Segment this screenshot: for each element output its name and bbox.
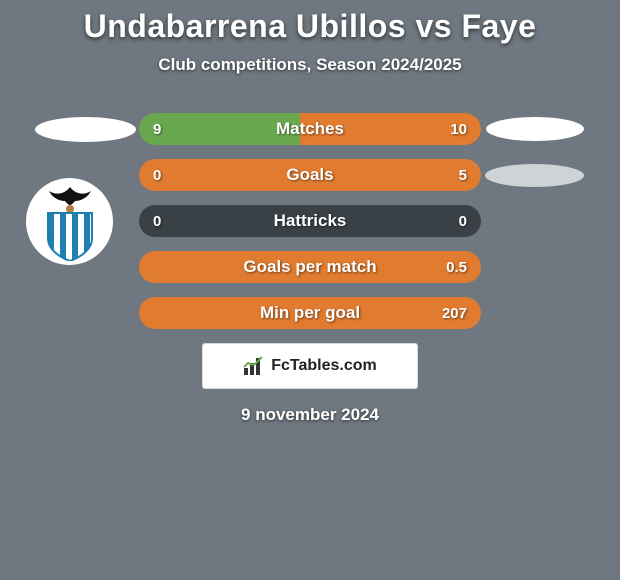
stat-right-value: 10 [450,121,467,138]
ellipse-icon [486,117,584,141]
spacer [32,251,139,283]
stat-label: Matches [276,119,344,139]
spacer [32,205,139,237]
stat-right-value: 207 [442,305,467,322]
stat-label: Goals [286,165,333,185]
stat-right-value: 0.5 [446,259,467,276]
table-row: Min per goal 207 [0,297,620,329]
stat-right-value: 0 [459,213,467,230]
spacer [32,297,139,329]
stat-right-value: 5 [459,167,467,184]
table-row: 9 Matches 10 [0,113,620,145]
ellipse-icon [485,164,584,187]
date-label: 9 november 2024 [0,405,620,425]
stat-left-value: 9 [153,121,161,138]
spacer [32,159,139,191]
brand-text: FcTables.com [271,357,377,375]
ellipse-icon [35,117,136,142]
stat-pill: Goals per match 0.5 [139,251,481,283]
right-ellipse-slot [481,113,588,145]
brand-box: FcTables.com [202,343,418,389]
left-ellipse-slot [32,113,139,145]
table-row: Goals per match 0.5 [0,251,620,283]
page: Undabarrena Ubillos vs Faye Club competi… [0,0,620,580]
stat-left-value: 0 [153,213,161,230]
stat-pill: 0 Goals 5 [139,159,481,191]
page-title: Undabarrena Ubillos vs Faye [0,8,620,45]
spacer [481,205,588,237]
spacer [481,251,588,283]
stat-left-value: 0 [153,167,161,184]
right-ellipse-slot [481,159,588,191]
stat-label: Hattricks [274,211,347,231]
page-subtitle: Club competitions, Season 2024/2025 [0,55,620,75]
stat-pill: 0 Hattricks 0 [139,205,481,237]
stat-pill: Min per goal 207 [139,297,481,329]
stats-table: 9 Matches 10 0 Goals 5 [0,113,620,329]
table-row: 0 Hattricks 0 [0,205,620,237]
stat-pill: 9 Matches 10 [139,113,481,145]
stat-label: Goals per match [243,257,376,277]
spacer [481,297,588,329]
table-row: 0 Goals 5 [0,159,620,191]
stat-label: Min per goal [260,303,360,323]
brand-bars-icon [243,356,265,376]
